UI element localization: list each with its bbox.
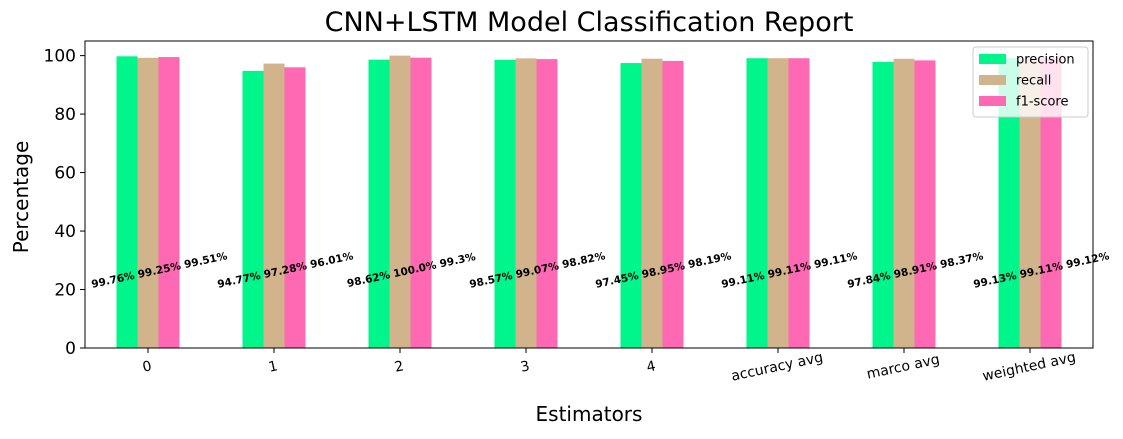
x-tick-label: 0: [141, 358, 153, 376]
plot-frame: [84, 40, 1094, 349]
bar-precision-0: [116, 56, 138, 348]
bar-recall-7: [1019, 58, 1041, 348]
bar-f1-score-3: [536, 59, 558, 348]
bar-precision-6: [872, 61, 894, 349]
bars-layer: [116, 55, 1062, 349]
legend-label: recall: [1016, 74, 1051, 89]
x-axis-label: Estimators: [536, 402, 643, 426]
y-axis-label: Percentage: [9, 141, 33, 254]
x-tick-label: accuracy avg: [730, 350, 825, 385]
bar-precision-7: [998, 58, 1020, 348]
x-tick-label: weighted avg: [981, 349, 1077, 384]
x-tick-label: 3: [519, 358, 531, 376]
bar-recall-4: [641, 58, 663, 348]
legend-swatch: [979, 96, 1006, 106]
bar-f1-score-0: [158, 57, 180, 349]
bar-precision-2: [368, 59, 390, 349]
bar-f1-score-5: [788, 58, 810, 348]
bar-recall-2: [389, 55, 411, 349]
bar-f1-score-4: [662, 60, 684, 348]
y-tick-label: 0: [65, 339, 76, 359]
chart-title: CNN+LSTM Model Classification Report: [325, 7, 854, 38]
y-axis: 0 20 40 60 80 100: [44, 47, 85, 359]
bar-f1-score-7: [1040, 58, 1062, 348]
y-tick-label: 100: [44, 47, 76, 67]
x-axis: 0 1 2 3 4 accuracy avg marco avg weighted avg: [141, 348, 1077, 385]
x-tick-label: 2: [393, 358, 405, 376]
legend-swatch: [979, 54, 1006, 64]
bar-precision-5: [746, 58, 768, 348]
y-tick-label: 80: [54, 105, 76, 125]
bar-precision-4: [620, 63, 642, 348]
bar-recall-1: [263, 63, 285, 348]
y-tick-label: 40: [54, 222, 76, 242]
bar-precision-3: [494, 59, 516, 349]
x-tick-label: 4: [645, 358, 657, 376]
bar-recall-3: [515, 58, 537, 349]
y-tick-label: 20: [54, 281, 76, 301]
legend-swatch: [979, 75, 1006, 85]
bar-recall-5: [767, 58, 789, 348]
legend-label: f1-score: [1016, 95, 1068, 110]
bar-f1-score-2: [410, 57, 432, 349]
x-tick-label: marco avg: [865, 352, 941, 383]
legend-label: precision: [1016, 53, 1075, 68]
bar-precision-1: [242, 70, 264, 348]
x-tick-label: 1: [267, 358, 279, 376]
legend: precision recall f1-score: [972, 46, 1089, 118]
bar-recall-0: [137, 57, 159, 349]
bar-f1-score-6: [914, 60, 936, 348]
bar-recall-6: [893, 58, 915, 349]
bar-f1-score-1: [284, 67, 306, 348]
y-tick-label: 60: [54, 164, 76, 184]
